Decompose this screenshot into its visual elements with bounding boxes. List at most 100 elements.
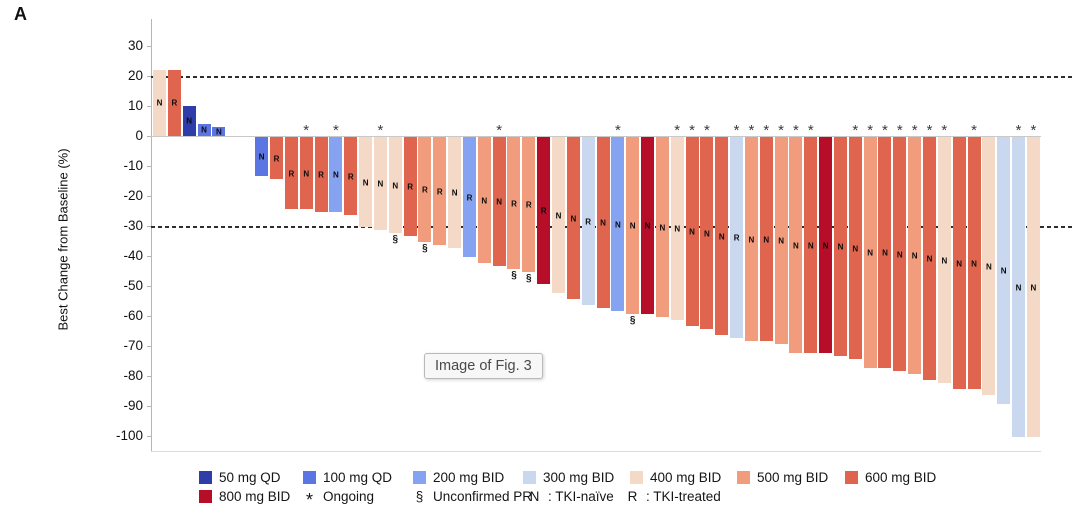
- bar-600-mg-BID: [299, 137, 313, 209]
- ongoing-asterisk: *: [1030, 122, 1037, 139]
- bar-status-letter: N: [807, 241, 814, 250]
- y-tick: [147, 376, 151, 377]
- bar-300-mg-BID: [581, 137, 595, 305]
- bar-400-mg-BID: [552, 137, 565, 293]
- y-tick-label: 20: [127, 68, 143, 83]
- bar-status-letter: R: [733, 233, 740, 243]
- bar-300-mg-BID: [730, 137, 744, 338]
- legend-item: 400 mg BID: [630, 470, 721, 485]
- bar-600-mg-BID: [344, 137, 358, 215]
- figure-image-placeholder[interactable]: Image of Fig. 3: [424, 353, 543, 379]
- bar-status-letter: N: [1015, 283, 1022, 292]
- bar-status-letter: N: [1000, 266, 1007, 276]
- legend-label: Unconfirmed PR: [433, 488, 533, 504]
- legend-item: 100 mg QD: [303, 469, 393, 485]
- reference-line-plus20: [151, 76, 1072, 78]
- legend-label: 500 mg BID: [757, 469, 829, 485]
- y-tick-label: -90: [123, 398, 143, 413]
- bar-200-mg-BID: [329, 137, 343, 212]
- ongoing-asterisk: *: [614, 122, 621, 139]
- unconfirmed-pr-mark: §: [392, 234, 399, 245]
- legend-label: Ongoing: [323, 488, 375, 504]
- bar-500-mg-BID: [418, 137, 432, 242]
- bar-status-letter: N: [392, 181, 399, 190]
- bar-status-letter: N: [852, 244, 859, 253]
- bar-500-mg-BID: [507, 137, 521, 269]
- y-tick-label: -80: [123, 368, 143, 383]
- bar-100-mg-QD: [212, 127, 226, 136]
- bar-500-mg-BID: [744, 137, 758, 341]
- legend-item: 600 mg BID: [845, 470, 936, 485]
- bar-status-letter: N: [911, 251, 918, 261]
- y-tick: [147, 316, 151, 317]
- legend-item: * Ongoing: [303, 488, 375, 510]
- ongoing-asterisk: *: [496, 122, 503, 139]
- legend-swatch: [630, 470, 643, 484]
- bar-status-letter: R: [525, 200, 532, 210]
- bar-400-mg-BID: [1026, 137, 1040, 437]
- ongoing-asterisk: *: [807, 122, 814, 139]
- bar-status-letter: N: [689, 227, 695, 237]
- bar-600-mg-BID: [833, 137, 847, 356]
- legend-item: N: TKI-naïve: [528, 488, 614, 504]
- y-tick-label: -50: [123, 278, 143, 293]
- bar-status-letter: N: [822, 241, 829, 250]
- bar-600-mg-BID: [967, 137, 981, 389]
- bar-500-mg-BID: [789, 137, 803, 353]
- y-tick: [147, 166, 151, 167]
- legend-swatch: [845, 470, 858, 484]
- bar-200-mg-BID: [462, 137, 476, 257]
- bar-status-letter: N: [659, 223, 666, 232]
- y-tick: [147, 346, 151, 347]
- bar-300-mg-BID: [1012, 137, 1026, 437]
- bar-400-mg-BID: [359, 137, 373, 227]
- bar-status-letter: R: [585, 217, 592, 226]
- bar-status-letter: N: [496, 197, 503, 207]
- ongoing-asterisk: *: [793, 122, 799, 139]
- y-axis-title: Best Change from Baseline (%): [55, 148, 71, 331]
- bar-400-mg-BID: [373, 137, 387, 230]
- y-tick-label: -30: [123, 218, 143, 233]
- bar-600-mg-BID: [596, 137, 610, 308]
- legend-swatch: [199, 489, 212, 503]
- bar-600-mg-BID: [685, 137, 699, 326]
- bar-status-letter: N: [956, 259, 963, 268]
- bar-status-letter: N: [629, 221, 636, 231]
- y-tick-label: -100: [115, 428, 143, 443]
- bar-600-mg-BID: [167, 70, 181, 136]
- bar-600-mg-BID: [566, 137, 580, 299]
- bar-status-letter: N: [201, 125, 207, 135]
- bar-status-letter: N: [186, 116, 193, 126]
- legend-label: 100 mg QD: [323, 469, 393, 485]
- bar-600-mg-BID: [893, 137, 907, 371]
- legend-swatch: [199, 470, 212, 484]
- bar-500-mg-BID: [908, 137, 922, 374]
- bar-100-mg-QD: [255, 137, 269, 176]
- unconfirmed-pr-mark: §: [422, 243, 428, 254]
- bar-status-letter: N: [362, 178, 369, 187]
- bar-status-letter: N: [926, 254, 933, 264]
- bar-status-letter: N: [614, 220, 621, 229]
- y-tick-label: -60: [123, 308, 143, 323]
- ongoing-asterisk: *: [703, 122, 710, 139]
- bar-400-mg-BID: [670, 137, 684, 320]
- plot-bottom-border: [151, 451, 1041, 452]
- bar-400-mg-BID: [388, 137, 402, 233]
- bar-500-mg-BID: [433, 137, 447, 245]
- bar-600-mg-BID: [403, 137, 417, 236]
- bar-status-letter: R: [466, 193, 473, 202]
- y-tick-label: -10: [123, 158, 143, 173]
- bar-400-mg-BID: [937, 137, 951, 383]
- bar-status-letter: R: [407, 182, 413, 192]
- legend-label: 200 mg BID: [433, 469, 505, 485]
- bar-status-letter: N: [258, 152, 265, 162]
- ongoing-asterisk: *: [867, 122, 874, 139]
- legend-item: R: TKI-treated: [626, 489, 721, 504]
- bar-status-letter: N: [896, 250, 903, 259]
- legend-symbol: §: [415, 488, 424, 504]
- bar-status-letter: R: [436, 187, 443, 196]
- bar-status-letter: N: [867, 248, 874, 258]
- bar-600-mg-BID: [923, 137, 936, 380]
- legend-label: : TKI-naïve: [548, 488, 614, 504]
- ongoing-asterisk: *: [748, 122, 755, 139]
